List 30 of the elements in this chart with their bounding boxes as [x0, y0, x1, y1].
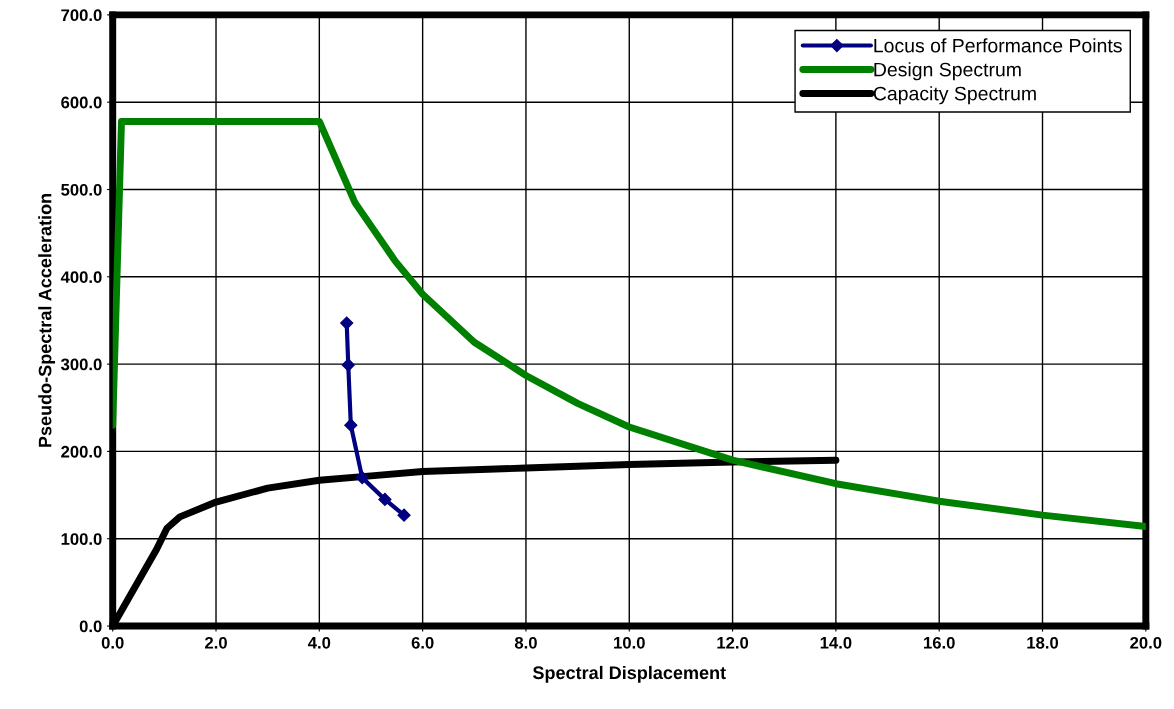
point	[341, 358, 355, 372]
y-tick-label: 300.0	[60, 358, 102, 371]
x-tick-label: 4.0	[308, 636, 331, 649]
x-tick-label: 8.0	[514, 636, 537, 649]
legend-label: Capacity Spectrum	[873, 86, 1036, 105]
x-axis-title: Spectral Displacement	[532, 665, 726, 683]
point	[344, 418, 358, 432]
point	[397, 508, 411, 522]
legend-label: Locus of Performance Points	[874, 38, 1122, 53]
x-tick-label: 12.0	[717, 636, 749, 649]
y-axis-title: Pseudo-Spectral Acceleration	[38, 193, 56, 447]
y-tick-label: 200.0	[61, 445, 102, 458]
y-tick-label: 400.0	[60, 271, 102, 284]
y-tick-label: 100.0	[61, 533, 102, 545]
point	[378, 492, 392, 507]
point	[355, 471, 369, 485]
x-tick-label: 6.0	[411, 636, 434, 649]
y-tick-label: 500.0	[61, 183, 102, 196]
point	[340, 316, 354, 330]
y-tick-label: 0.0	[79, 620, 102, 633]
x-tick-label: 2.0	[205, 636, 227, 649]
x-tick-label: 18.0	[1027, 636, 1059, 649]
legend-label: Design Spectrum	[874, 62, 1021, 81]
x-tick-label: 16.0	[924, 636, 955, 649]
x-tick-label: 0.0	[101, 636, 124, 649]
x-tick-label: 10.0	[614, 636, 645, 649]
x-tick-label: 20.0	[1130, 636, 1162, 649]
y-tick-label: 600.0	[61, 96, 102, 109]
x-tick-label: 14.0	[820, 636, 852, 649]
y-tick-label: 700.0	[61, 9, 102, 22]
